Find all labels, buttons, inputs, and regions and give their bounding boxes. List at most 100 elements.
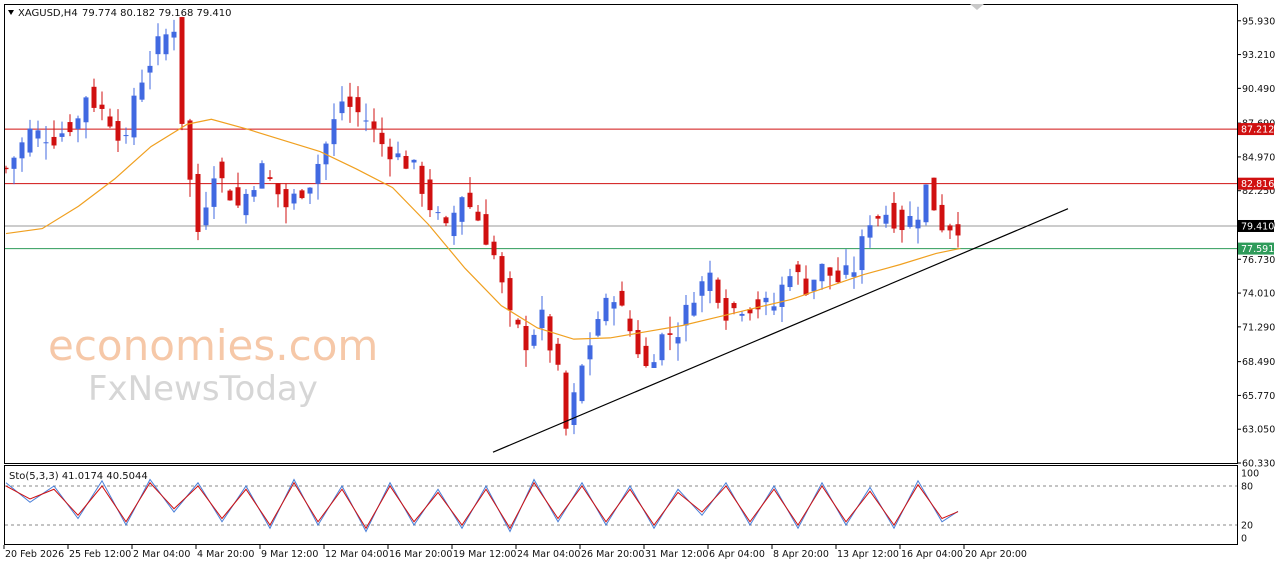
candle [491, 235, 497, 260]
collapse-arrow-icon[interactable] [8, 10, 14, 15]
candle [267, 170, 273, 181]
candle [603, 293, 609, 326]
candle [691, 292, 697, 317]
candle [235, 172, 241, 209]
level-tag-label: 77.591 [1241, 244, 1274, 255]
stoch-tick-label: 0 [1241, 534, 1247, 545]
candle [123, 127, 129, 144]
candle [923, 184, 929, 226]
candle [283, 183, 289, 224]
price-plot-area [5, 16, 1237, 453]
candle [651, 354, 657, 369]
candle [35, 120, 41, 147]
time-tick-label: 8 Apr 20:00 [773, 549, 829, 560]
candle [723, 289, 729, 330]
ohlc-readout: 79.774 80.182 79.168 79.410 [82, 8, 232, 19]
candle [363, 103, 369, 132]
price-tick-label: 74.010 [1242, 289, 1275, 300]
candle [611, 296, 617, 326]
stoch-tick-label: 100 [1241, 469, 1259, 480]
candle [315, 154, 321, 200]
stoch-plot-area [5, 478, 1237, 533]
price-tick-label: 93.210 [1242, 50, 1275, 61]
price-tick-label: 76.730 [1242, 255, 1275, 266]
candle [107, 108, 113, 129]
candle [875, 214, 881, 227]
level-tag-label: 82.816 [1241, 179, 1274, 190]
candle [43, 125, 49, 160]
candle [451, 205, 457, 245]
candle [187, 118, 193, 197]
level-tag-label: 79.410 [1241, 221, 1274, 232]
time-tick-label: 25 Feb 12:00 [69, 549, 131, 560]
level-tag-resistance [1238, 123, 1274, 136]
candle [11, 156, 17, 185]
time-tick-label: 24 Mar 04:00 [517, 549, 580, 560]
candle [371, 108, 377, 143]
candle [947, 223, 953, 239]
candle [659, 332, 665, 366]
stoch-panel-frame [4, 465, 1238, 545]
candle [931, 177, 937, 211]
candle [443, 215, 449, 227]
candle [891, 192, 897, 233]
candle [387, 138, 393, 177]
time-tick-label: 31 Mar 12:00 [645, 549, 708, 560]
candle [427, 169, 433, 217]
candle [515, 318, 521, 329]
candle [499, 252, 505, 294]
price-tick-label: 60.330 [1242, 459, 1275, 470]
candle [155, 23, 161, 66]
candle [819, 263, 825, 290]
scroll-marker-icon[interactable] [970, 4, 984, 10]
time-tick-label: 16 Apr 04:00 [901, 549, 963, 560]
candle [459, 196, 465, 235]
candle [75, 115, 81, 143]
candle [355, 86, 361, 127]
candle [379, 117, 385, 157]
stoch-label: Sto(5,3,3) 41.0174 40.5044 [9, 471, 148, 482]
candle [411, 159, 417, 170]
candle [563, 370, 569, 436]
price-tick-label: 65.770 [1242, 391, 1275, 402]
candle [907, 201, 913, 229]
candle [507, 271, 513, 327]
candle [843, 249, 849, 279]
candle [683, 294, 689, 342]
candle [5, 165, 9, 174]
time-tick-label: 16 Mar 20:00 [389, 549, 452, 560]
candle [835, 257, 841, 284]
time-tick-label: 9 Mar 12:00 [261, 549, 318, 560]
price-tick-label: 71.290 [1242, 322, 1275, 333]
time-tick-label: 4 Mar 20:00 [197, 549, 254, 560]
candle [395, 141, 401, 161]
symbol-label: XAGUSD,H4 [18, 8, 78, 19]
time-axis: 20 Feb 2026 25 Feb 12:00 2 Mar 04:00 4 Mar … [3, 545, 1027, 560]
level-tag-support [1238, 242, 1274, 255]
candle [803, 265, 809, 297]
price-tick-label: 90.490 [1242, 84, 1275, 95]
main-chart-frame [4, 4, 1238, 464]
candle [147, 50, 153, 90]
trendline [492, 208, 1069, 453]
candle [243, 189, 249, 224]
price-tick-label: 95.930 [1242, 16, 1275, 27]
candle [627, 310, 633, 337]
candle [219, 157, 225, 193]
candle [291, 188, 297, 210]
time-tick-label: 19 Mar 12:00 [453, 549, 516, 560]
candle [419, 161, 425, 207]
candle [347, 82, 353, 123]
candle [883, 205, 889, 228]
candle [955, 211, 961, 248]
stoch-tick-label: 20 [1241, 521, 1253, 532]
candle [299, 188, 305, 200]
candle [715, 277, 721, 309]
candle [779, 276, 785, 323]
candle [403, 150, 409, 170]
candle [899, 205, 905, 243]
candle [59, 121, 65, 142]
candle [83, 96, 89, 139]
time-tick-label: 20 Apr 20:00 [965, 549, 1027, 560]
